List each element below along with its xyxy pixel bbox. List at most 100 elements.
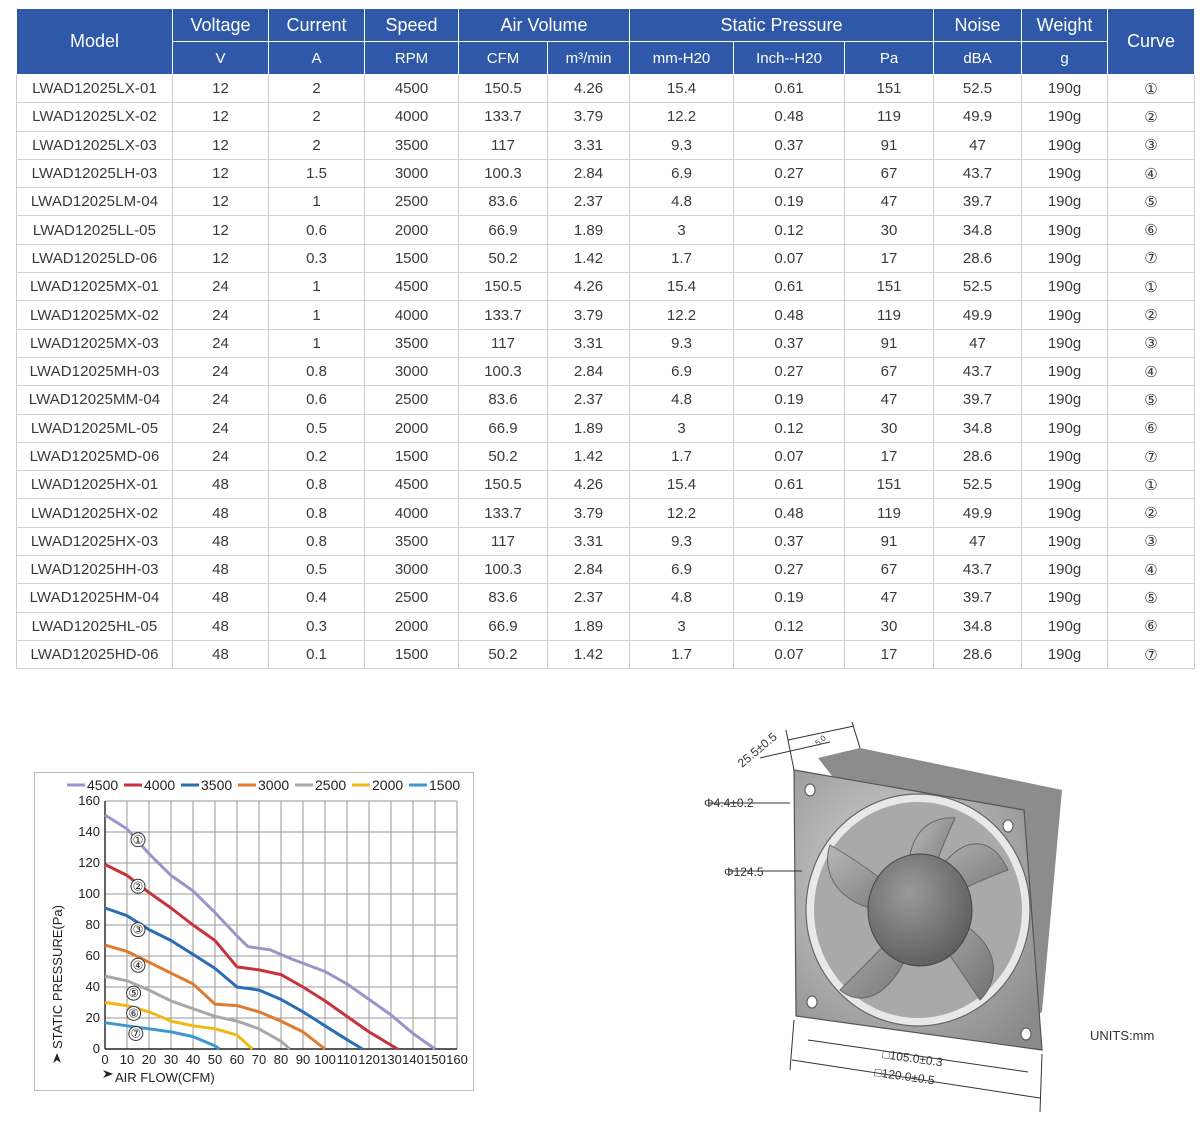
table-row: LWAD12025LH-03 12 1.5 3000 100.3 2.84 6.9 0.27 6…: [16, 158, 1196, 189]
cell-current: 2: [268, 130, 365, 160]
cell-curve: ④: [1107, 158, 1196, 189]
y-tick-label: 20: [86, 1010, 100, 1025]
x-tick-label: 40: [186, 1052, 200, 1067]
cell-cfm: 100.3: [458, 158, 548, 189]
cell-voltage: 48: [172, 498, 269, 528]
cell-m3min: 4.26: [546, 272, 631, 302]
curve-marker-label: ②: [133, 879, 144, 893]
cell-cfm: 83.6: [458, 187, 548, 217]
cell-dba: 34.8: [933, 413, 1023, 443]
cell-mmh2o: 3: [629, 413, 735, 443]
cell-mmh2o: 3: [629, 215, 735, 245]
dim-depth: 25.5±0.5: [735, 729, 780, 770]
cell-mmh2o: 12.2: [629, 300, 735, 330]
cell-dba: 43.7: [933, 158, 1023, 189]
cell-voltage: 12: [172, 215, 269, 245]
table-row: LWAD12025LX-03 12 2 3500 117 3.31 9.3 0.37 91 47 1…: [16, 130, 1196, 160]
cell-voltage: 12: [172, 243, 269, 274]
cell-speed: 4500: [364, 470, 459, 500]
cell-voltage: 48: [172, 639, 269, 670]
cell-weight: 190g: [1021, 611, 1109, 641]
cell-mmh2o: 12.2: [629, 498, 735, 528]
y-tick-label: 160: [78, 793, 100, 808]
cell-pa: 151: [844, 272, 935, 302]
cell-speed: 2000: [364, 611, 459, 641]
series-line-4000: [104, 863, 399, 1051]
cell-speed: 3000: [364, 158, 459, 189]
cell-model: LWAD12025LD-06: [16, 243, 173, 274]
cell-inchh2o: 0.37: [733, 526, 846, 557]
x-tick-label: 50: [208, 1052, 222, 1067]
cell-weight: 190g: [1021, 215, 1109, 245]
cell-curve: ③: [1107, 328, 1196, 358]
cell-model: LWAD12025MX-03: [16, 328, 173, 358]
cell-m3min: 3.79: [546, 300, 631, 330]
header-model: Model: [16, 8, 173, 75]
cell-curve: ①: [1107, 470, 1196, 500]
unit-m3min: m³/min: [546, 41, 631, 75]
cell-m3min: 2.37: [546, 583, 631, 613]
table-row: LWAD12025LX-01 12 2 4500 150.5 4.26 15.4 0.61 15…: [16, 73, 1196, 104]
cell-speed: 3000: [364, 356, 459, 387]
cell-model: LWAD12025MD-06: [16, 441, 173, 472]
cell-weight: 190g: [1021, 413, 1109, 443]
cell-current: 1: [268, 272, 365, 302]
cell-curve: ⑥: [1107, 611, 1196, 641]
cell-voltage: 24: [172, 328, 269, 358]
cell-model: LWAD12025HX-03: [16, 526, 173, 557]
table-row: LWAD12025HX-01 48 0.8 4500 150.5 4.26 15.4 0.61…: [16, 470, 1196, 500]
cell-model: LWAD12025LX-03: [16, 130, 173, 160]
cell-inchh2o: 0.48: [733, 300, 846, 330]
cell-inchh2o: 0.07: [733, 639, 846, 670]
cell-curve: ①: [1107, 73, 1196, 104]
cell-weight: 190g: [1021, 498, 1109, 528]
header-static-pressure: Static Pressure: [629, 8, 935, 42]
series-line-3000: [104, 943, 326, 1051]
table-row: LWAD12025ML-05 24 0.5 2000 66.9 1.89 3 0.12 30 34…: [16, 413, 1196, 443]
header-speed: Speed: [364, 8, 459, 42]
cell-voltage: 48: [172, 611, 269, 641]
cell-dba: 43.7: [933, 356, 1023, 387]
table-row: LWAD12025MX-01 24 1 4500 150.5 4.26 15.4 0.61 15…: [16, 272, 1196, 302]
cell-cfm: 50.2: [458, 639, 548, 670]
table-row: LWAD12025MD-06 24 0.2 1500 50.2 1.42 1.7 0.07 17…: [16, 441, 1196, 472]
cell-cfm: 133.7: [458, 498, 548, 528]
cell-curve: ①: [1107, 272, 1196, 302]
cell-cfm: 100.3: [458, 555, 548, 585]
cell-speed: 3500: [364, 526, 459, 557]
cell-curve: ⑥: [1107, 215, 1196, 245]
cell-m3min: 3.31: [546, 130, 631, 160]
cell-curve: ⑦: [1107, 243, 1196, 274]
cell-cfm: 150.5: [458, 272, 548, 302]
legend-label: 1500: [429, 777, 460, 793]
cell-weight: 190g: [1021, 243, 1109, 274]
cell-pa: 17: [844, 441, 935, 472]
unit-v: V: [172, 41, 269, 75]
cell-dba: 39.7: [933, 187, 1023, 217]
cell-current: 2: [268, 102, 365, 132]
cell-speed: 1500: [364, 441, 459, 472]
cell-inchh2o: 0.61: [733, 470, 846, 500]
table-row: LWAD12025HX-03 48 0.8 3500 117 3.31 9.3 0.37 91 4…: [16, 526, 1196, 557]
cell-cfm: 100.3: [458, 356, 548, 387]
cell-current: 0.4: [268, 583, 365, 613]
cell-current: 1: [268, 300, 365, 330]
curve-marker-circle: [130, 957, 146, 973]
cell-m3min: 2.37: [546, 385, 631, 415]
x-tick-label: 80: [274, 1052, 288, 1067]
table-row: LWAD12025HD-06 48 0.1 1500 50.2 1.42 1.7 0.07 17…: [16, 639, 1196, 670]
header-current: Current: [268, 8, 365, 42]
cell-model: LWAD12025HM-04: [16, 583, 173, 613]
header-curve: Curve: [1107, 8, 1196, 75]
legend-label: 3500: [201, 777, 232, 793]
dim-hole-pitch: □105.0±0.3: [882, 1047, 944, 1069]
cell-mmh2o: 6.9: [629, 356, 735, 387]
table-row: LWAD12025HX-02 48 0.8 4000 133.7 3.79 12.2 0.48…: [16, 498, 1196, 528]
x-axis-label: AIR FLOW(CFM): [115, 1070, 215, 1085]
cell-model: LWAD12025HH-03: [16, 555, 173, 585]
cell-voltage: 48: [172, 526, 269, 557]
cell-dba: 52.5: [933, 470, 1023, 500]
cell-current: 2: [268, 73, 365, 104]
cell-weight: 190g: [1021, 328, 1109, 358]
legend-label: 3000: [258, 777, 289, 793]
